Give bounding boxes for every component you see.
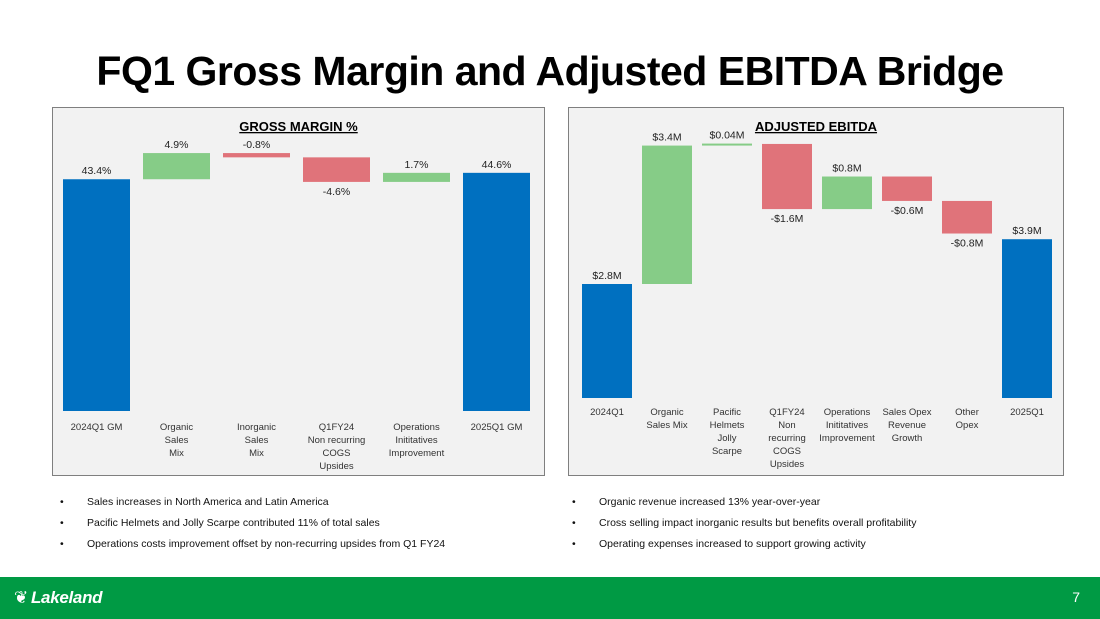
gross-margin-panel: GROSS MARGIN % 43.4% 2024Q1 GM 4.9% Organic S… [52,107,545,476]
category-label: Sales [245,435,269,446]
category-label: COGS [323,448,351,459]
category-label: 2025Q1 [1010,407,1044,418]
waterfall-bar [582,284,632,398]
waterfall-bar [463,172,530,411]
category-label: Revenue [888,420,926,431]
bullet-item: Operating expenses increased to support … [572,537,1052,558]
category-label: Sales Opex [882,407,931,418]
category-label: Other [955,407,979,418]
data-label: 44.6% [482,159,512,171]
page-number: 7 [1072,589,1080,605]
chart-title: GROSS MARGIN % [239,119,358,134]
category-label: 2024Q1 [590,407,624,418]
adjusted-ebitda-panel: ADJUSTED EBITDA $2.8M 2024Q1 $3.4M Organic Sa… [568,107,1064,476]
left-bullet-list: Sales increases in North America and Lat… [60,495,540,558]
category-label: Q1FY24 [319,422,354,433]
data-label: -4.6% [323,186,350,198]
bullet-item: Cross selling impact inorganic results b… [572,516,1052,537]
category-label: Inititatives [826,420,868,431]
waterfall-bar [882,176,932,201]
category-label: Opex [956,420,979,431]
waterfall-bar [762,143,812,210]
waterfall-bar [143,153,210,180]
waterfall-bar [63,179,130,411]
gross-margin-chart: GROSS MARGIN % 43.4% 2024Q1 GM 4.9% Organic S… [63,119,530,472]
category-label: Inorganic [237,422,276,433]
category-label: Sales [165,435,189,446]
page-title: FQ1 Gross Margin and Adjusted EBITDA Bri… [96,48,1004,94]
data-label: -$0.6M [891,205,924,217]
category-label: Improvement [389,448,445,459]
waterfall-bar [223,153,290,158]
waterfall-bar [303,157,370,182]
chart-title: ADJUSTED EBITDA [755,119,878,134]
bullet-item: Operations costs improvement offset by n… [60,537,540,558]
data-label: -$1.6M [771,213,804,225]
footer-bar: ❦ Lakeland 7 [0,577,1100,619]
category-label: Growth [892,433,923,444]
category-label: Non recurring [308,435,366,446]
data-label: $0.8M [832,163,861,175]
data-label: $0.04M [709,130,744,142]
category-label: Operations [393,422,440,433]
adjusted-ebitda-chart: ADJUSTED EBITDA $2.8M 2024Q1 $3.4M Organic Sa… [582,119,1052,470]
waterfall-bar [822,176,872,210]
category-label: Scarpe [712,446,742,457]
leaf-icon: ❦ [14,588,28,607]
company-logo: ❦ Lakeland [14,588,103,608]
category-label: Operations [824,407,871,418]
waterfall-bar [642,145,692,284]
data-label: 43.4% [82,165,112,177]
category-label: Jolly [717,433,736,444]
data-label: -0.8% [243,139,270,151]
bullet-item: Organic revenue increased 13% year-over-… [572,495,1052,516]
category-label: COGS [773,446,801,457]
data-label: $3.9M [1012,225,1041,237]
category-label: 2025Q1 GM [471,422,523,433]
bullet-item: Pacific Helmets and Jolly Scarpe contrib… [60,516,540,537]
category-label: Helmets [710,420,745,431]
category-label: 2024Q1 GM [71,422,123,433]
logo-text: Lakeland [30,588,103,607]
category-label: Pacific [713,407,741,418]
waterfall-bar [942,200,992,234]
bullet-item: Sales increases in North America and Lat… [60,495,540,516]
category-label: Q1FY24 [769,407,804,418]
category-label: Organic [650,407,684,418]
category-label: Organic [160,422,194,433]
category-label: Upsides [770,459,805,470]
data-label: -$0.8M [951,238,984,250]
category-label: Sales Mix [646,420,687,431]
data-label: 4.9% [165,139,189,151]
waterfall-bar [702,143,752,146]
category-label: Non [778,420,795,431]
waterfall-bar [1002,239,1052,398]
category-label: Mix [249,448,264,459]
data-label: $2.8M [592,270,621,282]
category-label: Improvement [819,433,875,444]
data-label: 1.7% [405,159,429,171]
right-bullet-list: Organic revenue increased 13% year-over-… [572,495,1052,558]
data-label: $3.4M [652,132,681,144]
category-label: Upsides [319,461,354,472]
category-label: Mix [169,448,184,459]
waterfall-bar [383,172,450,182]
category-label: recurring [768,433,806,444]
category-label: Inititatives [395,435,437,446]
